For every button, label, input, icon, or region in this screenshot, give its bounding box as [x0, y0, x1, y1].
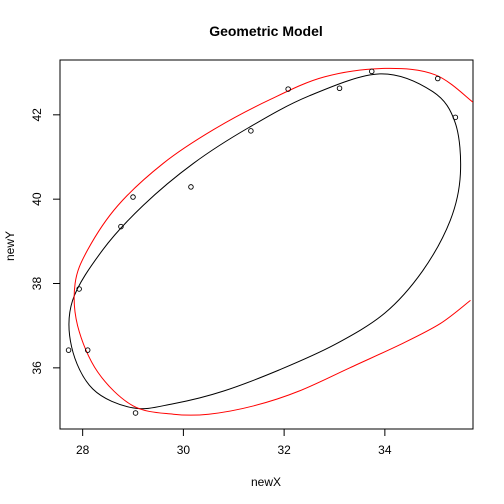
data-point	[132, 410, 139, 416]
data-point	[188, 184, 194, 190]
data-point	[65, 347, 72, 353]
data-point	[84, 347, 91, 353]
data-point	[452, 114, 459, 121]
x-axis-label: newX	[251, 475, 281, 489]
data-point	[285, 86, 291, 92]
y-tick-label-42: 42	[30, 108, 44, 122]
data-point	[248, 128, 254, 134]
x-tick-label-28: 28	[76, 443, 90, 457]
y-axis-label: newY	[3, 231, 17, 261]
data-point	[434, 75, 441, 82]
y-tick-label-36: 36	[30, 361, 44, 375]
x-tick-label-30: 30	[177, 443, 191, 457]
x-tick-label-34: 34	[378, 443, 392, 457]
data-point	[76, 286, 82, 292]
y-tick-label-38: 38	[30, 277, 44, 291]
data-point	[336, 85, 343, 92]
fit-curve-red	[73, 67, 473, 416]
plot-marks: 28 30 32 34 36 38 40 42	[30, 59, 474, 457]
chart-title: Geometric Model	[209, 23, 323, 39]
fit-curve-black	[68, 73, 462, 410]
x-tick-label-32: 32	[277, 443, 291, 457]
y-tick-label-40: 40	[30, 192, 44, 206]
data-point	[118, 223, 124, 230]
data-point	[369, 68, 375, 75]
data-point	[130, 194, 136, 200]
plot-frame	[59, 59, 474, 430]
